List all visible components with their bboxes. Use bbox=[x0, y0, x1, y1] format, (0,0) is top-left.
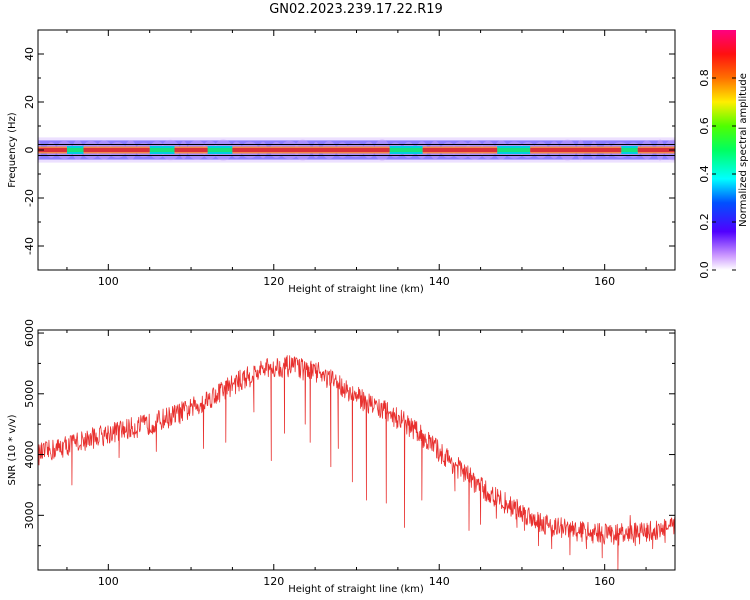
band-strong-core bbox=[422, 148, 498, 152]
spectrogram-y-tick-label: 40 bbox=[23, 47, 36, 61]
colorbar-gradient bbox=[712, 30, 736, 270]
spectrogram-x-tick-label: 160 bbox=[594, 275, 615, 288]
colorbar-ticks: 0.0 0.2 0.4 0.6 0.8 bbox=[698, 69, 736, 279]
colorbar-tick-label: 0.0 bbox=[698, 261, 711, 279]
band-weak-core bbox=[66, 148, 84, 152]
band-strong-core bbox=[637, 148, 675, 152]
spectrogram-y-tick-label: -40 bbox=[23, 237, 36, 255]
band-weak-core bbox=[149, 148, 175, 152]
snr-x-axis-label: Height of straight line (km) bbox=[288, 584, 424, 595]
band-weak-core bbox=[497, 148, 531, 152]
band-weak-core bbox=[621, 148, 638, 152]
snr-y-tick-label: 3000 bbox=[23, 501, 36, 529]
spectrogram-y-tick-label: 0 bbox=[23, 147, 36, 154]
snr-y-ticks: 3000 4000 5000 6000 bbox=[23, 319, 675, 547]
spectrogram-x-tick-label: 100 bbox=[98, 275, 119, 288]
spectrogram-panel: 100 120 140 160 40 20 0 -20 -40 Height of strai… bbox=[7, 29, 676, 295]
band-strong-core bbox=[38, 148, 67, 152]
spectrogram-x-ticks: 100 120 140 160 bbox=[66, 30, 647, 288]
band-weak-core bbox=[389, 148, 423, 152]
band-strong-core bbox=[530, 148, 622, 152]
spectrogram-x-tick-label: 140 bbox=[429, 275, 450, 288]
colorbar-tick-label: 0.8 bbox=[698, 69, 711, 87]
snr-x-tick-label: 100 bbox=[98, 575, 119, 588]
band-weak-core bbox=[207, 148, 233, 152]
spectrogram-y-tick-label: 20 bbox=[23, 95, 36, 109]
colorbar-tick-label: 0.4 bbox=[698, 165, 711, 183]
spectrogram-band bbox=[38, 137, 675, 163]
snr-x-tick-label: 140 bbox=[429, 575, 450, 588]
spectrogram-x-axis-label: Height of straight line (km) bbox=[288, 284, 424, 295]
snr-series-line bbox=[38, 355, 675, 570]
band-strong-core bbox=[83, 148, 150, 152]
colorbar: 0.0 0.2 0.4 0.6 0.8 Normalized spectral ampl… bbox=[698, 30, 749, 279]
figure-title: GN02.2023.239.17.22.R19 bbox=[269, 2, 443, 17]
snr-panel: 100 120 140 160 3000 4000 5000 6000 Height of … bbox=[7, 319, 676, 595]
spectrogram-y-ticks: 40 20 0 -20 -40 bbox=[23, 47, 675, 255]
snr-x-tick-label: 120 bbox=[263, 575, 284, 588]
spectrogram-y-tick-label: -20 bbox=[23, 189, 36, 207]
snr-y-tick-label: 6000 bbox=[23, 319, 36, 347]
spectrogram-x-tick-label: 120 bbox=[263, 275, 284, 288]
colorbar-tick-label: 0.6 bbox=[698, 117, 711, 135]
snr-y-tick-label: 4000 bbox=[23, 441, 36, 469]
spectrogram-y-axis-label: Frequency (Hz) bbox=[7, 112, 18, 188]
band-strong-core bbox=[232, 148, 390, 152]
snr-x-ticks: 100 120 140 160 bbox=[66, 330, 647, 588]
snr-y-axis-label: SNR (10 * v/v) bbox=[7, 414, 18, 485]
snr-x-tick-label: 160 bbox=[594, 575, 615, 588]
band-strong-core bbox=[174, 148, 208, 152]
colorbar-label: Normalized spectral amplitude bbox=[738, 73, 749, 227]
snr-y-tick-label: 5000 bbox=[23, 380, 36, 408]
colorbar-tick-label: 0.2 bbox=[698, 213, 711, 231]
